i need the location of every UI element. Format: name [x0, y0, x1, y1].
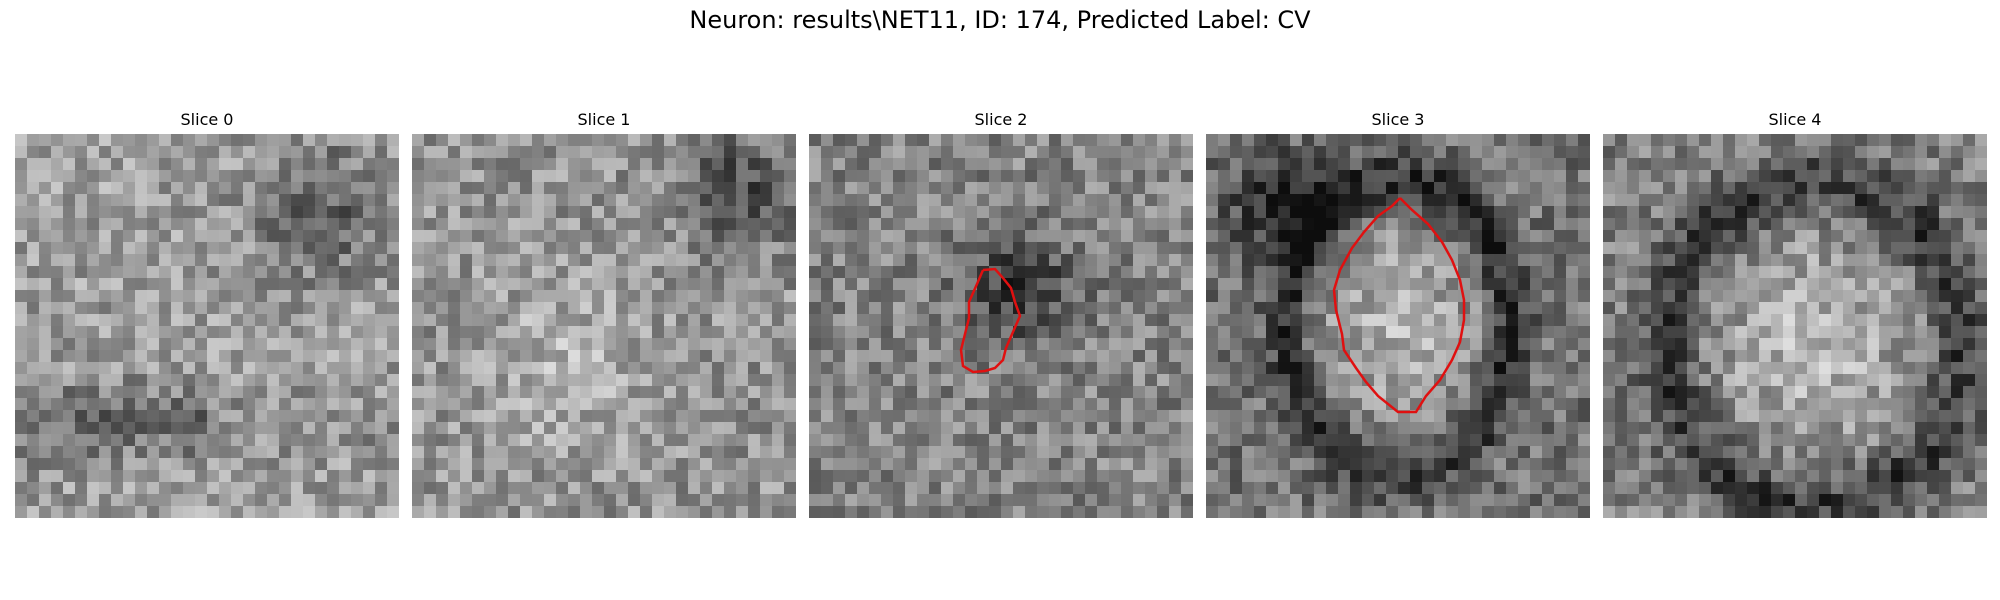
- figure-title: Neuron: results\NET11, ID: 174, Predicte…: [689, 6, 1311, 34]
- slice-image-2: [809, 134, 1193, 518]
- slice-title-3: Slice 3: [1371, 110, 1425, 129]
- slice-image-4: [1603, 134, 1987, 518]
- slice-title-4: Slice 4: [1768, 110, 1822, 129]
- slice-title-0: Slice 0: [180, 110, 234, 129]
- segmentation-contour: [1332, 197, 1466, 414]
- segmentation-contour: [959, 267, 1022, 374]
- slice-title-2: Slice 2: [974, 110, 1028, 129]
- slice-title-1: Slice 1: [577, 110, 631, 129]
- slice-image-3: [1206, 134, 1590, 518]
- slice-image-0: [15, 134, 399, 518]
- slice-image-1: [412, 134, 796, 518]
